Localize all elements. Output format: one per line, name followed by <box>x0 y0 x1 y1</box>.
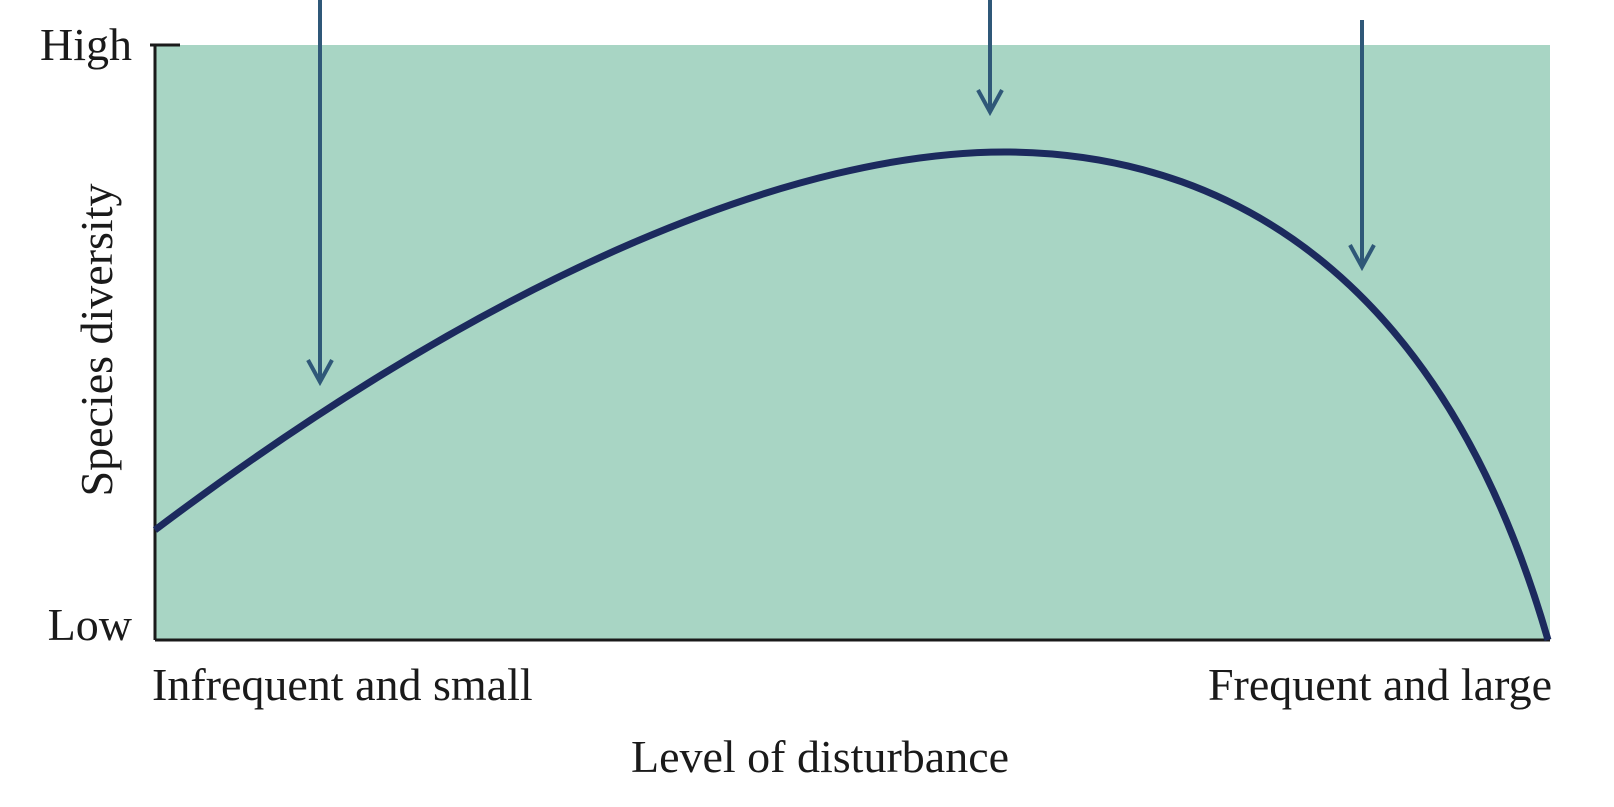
y-axis-title: Species diversity <box>71 184 122 497</box>
plot-area <box>155 45 1550 640</box>
arrow-right-head <box>1348 244 1376 272</box>
x-axis-title: Level of disturbance <box>631 731 1009 782</box>
diversity-curve <box>152 148 1552 641</box>
x-left-label: Infrequent and small <box>152 659 533 710</box>
y-high-label: High <box>40 19 132 70</box>
y-low-label: Low <box>48 599 133 650</box>
x-right-label: Frequent and large <box>1208 659 1552 710</box>
arrow-left-head <box>306 359 334 387</box>
arrows <box>306 0 1376 387</box>
arrow-middle-head <box>976 89 1004 117</box>
